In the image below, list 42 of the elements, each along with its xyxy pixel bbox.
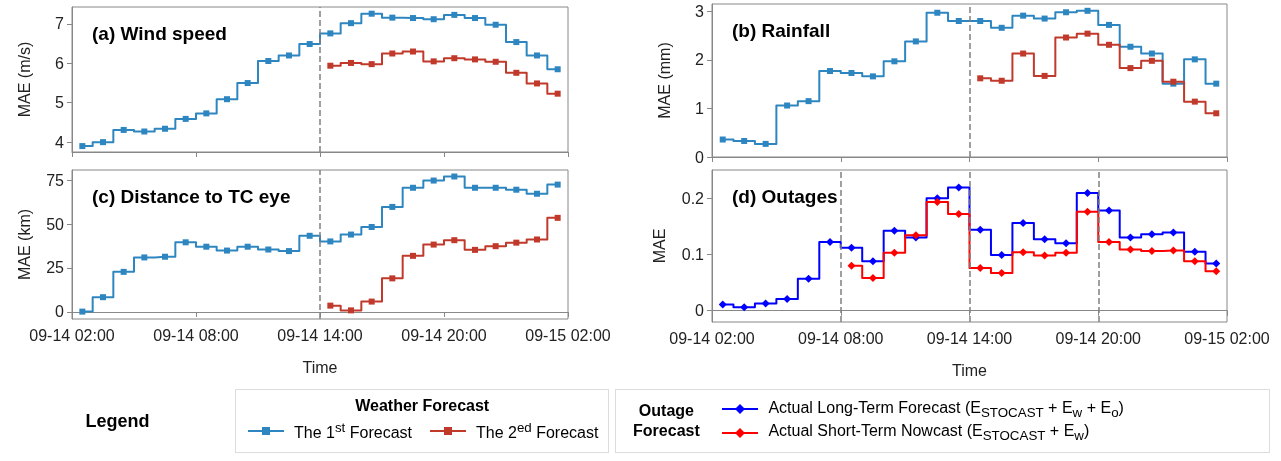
x-axis-title: Time (952, 361, 988, 379)
y-tick-label: 0 (695, 148, 705, 166)
legend-label: The 2$^{ed}$ Forecast (475, 420, 599, 443)
x-tick-label: 09-14 14:00 (926, 329, 1013, 347)
x-tick-label: 09-14 02:00 (669, 329, 755, 347)
legend-label: Actual Long-Term Forecast (E$_{STOCAST}$ + E$_{w}$ + E$_{o}$) (768, 398, 1124, 420)
y-tick-label: 75 (46, 171, 65, 189)
x-tick-label: 09-14 20:00 (1055, 329, 1142, 347)
x-tick-label: 09-14 20:00 (401, 326, 487, 344)
y-tick-label: 7 (55, 15, 65, 33)
x-tick-label: 09-15 02:00 (1184, 329, 1270, 347)
text: (d) Outages (732, 186, 838, 207)
y-tick-label: 0.1 (681, 245, 705, 263)
text: Legend (85, 410, 150, 432)
legend-label: The 1$^{st}$ Forecast (294, 420, 412, 443)
x-tick-label: 09-14 02:00 (29, 326, 115, 344)
y-tick-label: 5 (55, 94, 65, 112)
y-axis-title: MAE (mm) (655, 42, 673, 119)
y-tick-label: 4 (55, 133, 65, 151)
legend-title: Weather Forecast (355, 396, 490, 416)
y-tick-label: 0 (55, 303, 65, 321)
legend-label: Actual Short-Term Nowcast (E$_{STOCAST}$ + E$_{w}$) (768, 422, 1090, 444)
text: (a) Wind speed (92, 23, 227, 44)
y-axis-title: MAE (650, 228, 668, 264)
y-tick-label: 0.2 (681, 189, 705, 207)
y-axis-title: MAE (m/s) (15, 41, 33, 118)
x-axis-title: Time (302, 358, 338, 376)
y-tick-label: 6 (55, 54, 65, 72)
y-tick-label: 2 (695, 51, 705, 69)
text: (c) Distance to TC eye (92, 186, 291, 207)
x-tick-label: 09-14 08:00 (798, 329, 884, 347)
y-tick-label: 1 (695, 99, 705, 117)
text: (b) Rainfall (732, 20, 831, 41)
y-axis-title: MAE (km) (15, 208, 33, 281)
legend-title: Outage Forecast (632, 401, 701, 441)
x-tick-label: 09-14 08:00 (153, 326, 239, 344)
y-tick-label: 3 (695, 2, 705, 20)
x-tick-label: 09-14 14:00 (277, 326, 363, 344)
y-tick-label: 50 (46, 215, 65, 233)
y-tick-label: 25 (46, 259, 65, 277)
x-tick-label: 09-15 02:00 (525, 326, 611, 344)
y-tick-label: 0 (695, 302, 705, 320)
